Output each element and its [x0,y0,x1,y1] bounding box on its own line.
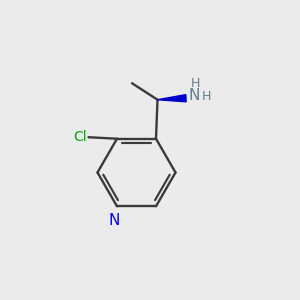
Text: Cl: Cl [73,130,87,144]
Text: H: H [190,77,200,90]
Text: N: N [109,213,120,228]
Text: H: H [202,90,211,103]
Text: N: N [189,88,200,103]
Polygon shape [158,94,186,102]
